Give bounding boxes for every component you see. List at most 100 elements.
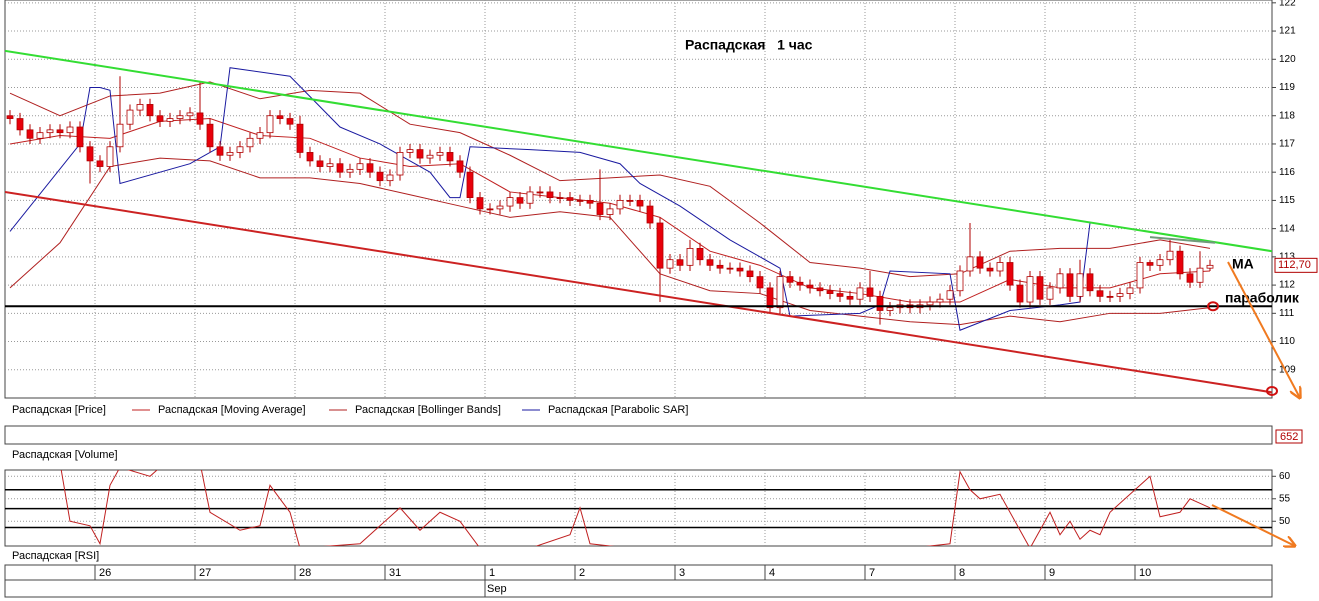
candle-body (146, 104, 154, 117)
x-tick-label: 26 (99, 567, 111, 579)
candle-body (756, 276, 764, 289)
candle-body (1196, 267, 1204, 283)
candle-body (1106, 295, 1114, 298)
candle-body (186, 112, 194, 117)
y-tick-label: 122 (1279, 0, 1296, 8)
y-tick-label: 114 (1279, 223, 1295, 234)
x-tick-label: 7 (869, 567, 875, 579)
candle-body (736, 267, 744, 272)
y-tick-label: 50 (1279, 516, 1291, 527)
candle-body (196, 112, 204, 125)
y-tick-label: 110 (1279, 336, 1295, 347)
candle-body (706, 259, 714, 266)
candle-body (1146, 262, 1154, 266)
candle-body (106, 146, 114, 167)
candle-body (206, 123, 214, 148)
last-price-box (1274, 257, 1318, 273)
candle-body (66, 126, 74, 134)
candle-body (396, 152, 404, 176)
candle-body (806, 284, 814, 289)
x-tick-label: 2 (579, 567, 585, 579)
y-tick-label: 109 (1279, 364, 1296, 375)
month-label: Sep (487, 583, 507, 595)
candle-body (566, 197, 574, 201)
candle-body (976, 256, 984, 269)
y-tick-label: 119 (1279, 82, 1295, 93)
y-tick-label: 112 (1279, 280, 1295, 291)
x-tick-label: 9 (1049, 567, 1055, 579)
candle-body (1116, 293, 1124, 297)
legend-label: Распадская [Moving Average] (158, 404, 306, 416)
candle-body (606, 208, 614, 215)
candle-body (406, 149, 414, 153)
y-tick-label: 117 (1279, 139, 1295, 150)
candle-body (1026, 276, 1034, 303)
candle-body (576, 200, 584, 202)
x-tick-label: 28 (299, 567, 311, 579)
y-tick-label: 111 (1279, 308, 1295, 319)
candle-body (236, 146, 244, 153)
legend-label: Распадская [Volume] (12, 449, 118, 461)
candle-body (886, 307, 894, 311)
candle-body (1016, 284, 1024, 303)
candle-body (596, 202, 604, 215)
candle-body (696, 247, 704, 261)
candle-body (1046, 287, 1054, 300)
trend-line (5, 190, 1272, 394)
x-tick-label: 8 (959, 567, 965, 579)
candle-body (616, 200, 624, 210)
candle-body (876, 295, 884, 311)
forecast-arrow (1211, 504, 1295, 546)
candle-body (836, 293, 844, 297)
candle-body (506, 197, 514, 207)
trend-line (1149, 236, 1216, 244)
candle-body (1206, 264, 1214, 269)
y-tick-label: 115 (1279, 195, 1295, 206)
candle-body (76, 126, 84, 148)
candle-body (496, 205, 504, 210)
legend-label: Распадская [Parabolic SAR] (548, 404, 688, 416)
candle-body (986, 267, 994, 272)
x-tick-label: 3 (679, 567, 685, 579)
candle-body (306, 152, 314, 162)
chart-title: Распадская 1 час (685, 37, 813, 53)
candle-body (936, 298, 944, 303)
candle-body (716, 264, 724, 269)
candle-body (636, 200, 644, 207)
y-tick-label: 121 (1279, 26, 1296, 37)
candle-body (256, 132, 264, 139)
candle-body (156, 115, 164, 122)
time-axis (4, 564, 1273, 598)
candle-body (686, 247, 694, 266)
y-tick-label: 120 (1279, 54, 1296, 65)
forecast-arrow (1227, 261, 1300, 398)
last-price-label: 112,70 (1278, 259, 1311, 271)
candle-body (466, 171, 474, 198)
candle-body (966, 256, 974, 272)
candle-body (1126, 287, 1134, 294)
candle-body (926, 301, 934, 306)
candle-body (136, 104, 144, 111)
candle-body (726, 267, 734, 270)
legend-label: Распадская [Bollinger Bands] (355, 404, 501, 416)
candle-body (1076, 273, 1084, 297)
candle-body (676, 259, 684, 266)
candle-body (996, 262, 1004, 272)
candle-body (266, 115, 274, 134)
candle-body (386, 174, 394, 182)
x-tick-label: 27 (199, 567, 211, 579)
candle-body (946, 290, 954, 300)
candle-body (856, 287, 864, 300)
candle-body (796, 281, 804, 286)
candle-body (786, 276, 794, 283)
candle-body (176, 115, 184, 119)
annotation: параболик (1225, 290, 1300, 306)
candle-body (366, 163, 374, 173)
candle-body (486, 208, 494, 211)
candle-body (276, 115, 284, 119)
candle-body (6, 115, 14, 119)
candle-body (1166, 250, 1174, 261)
x-tick-label: 10 (1139, 567, 1151, 579)
candle-body (1056, 273, 1064, 289)
